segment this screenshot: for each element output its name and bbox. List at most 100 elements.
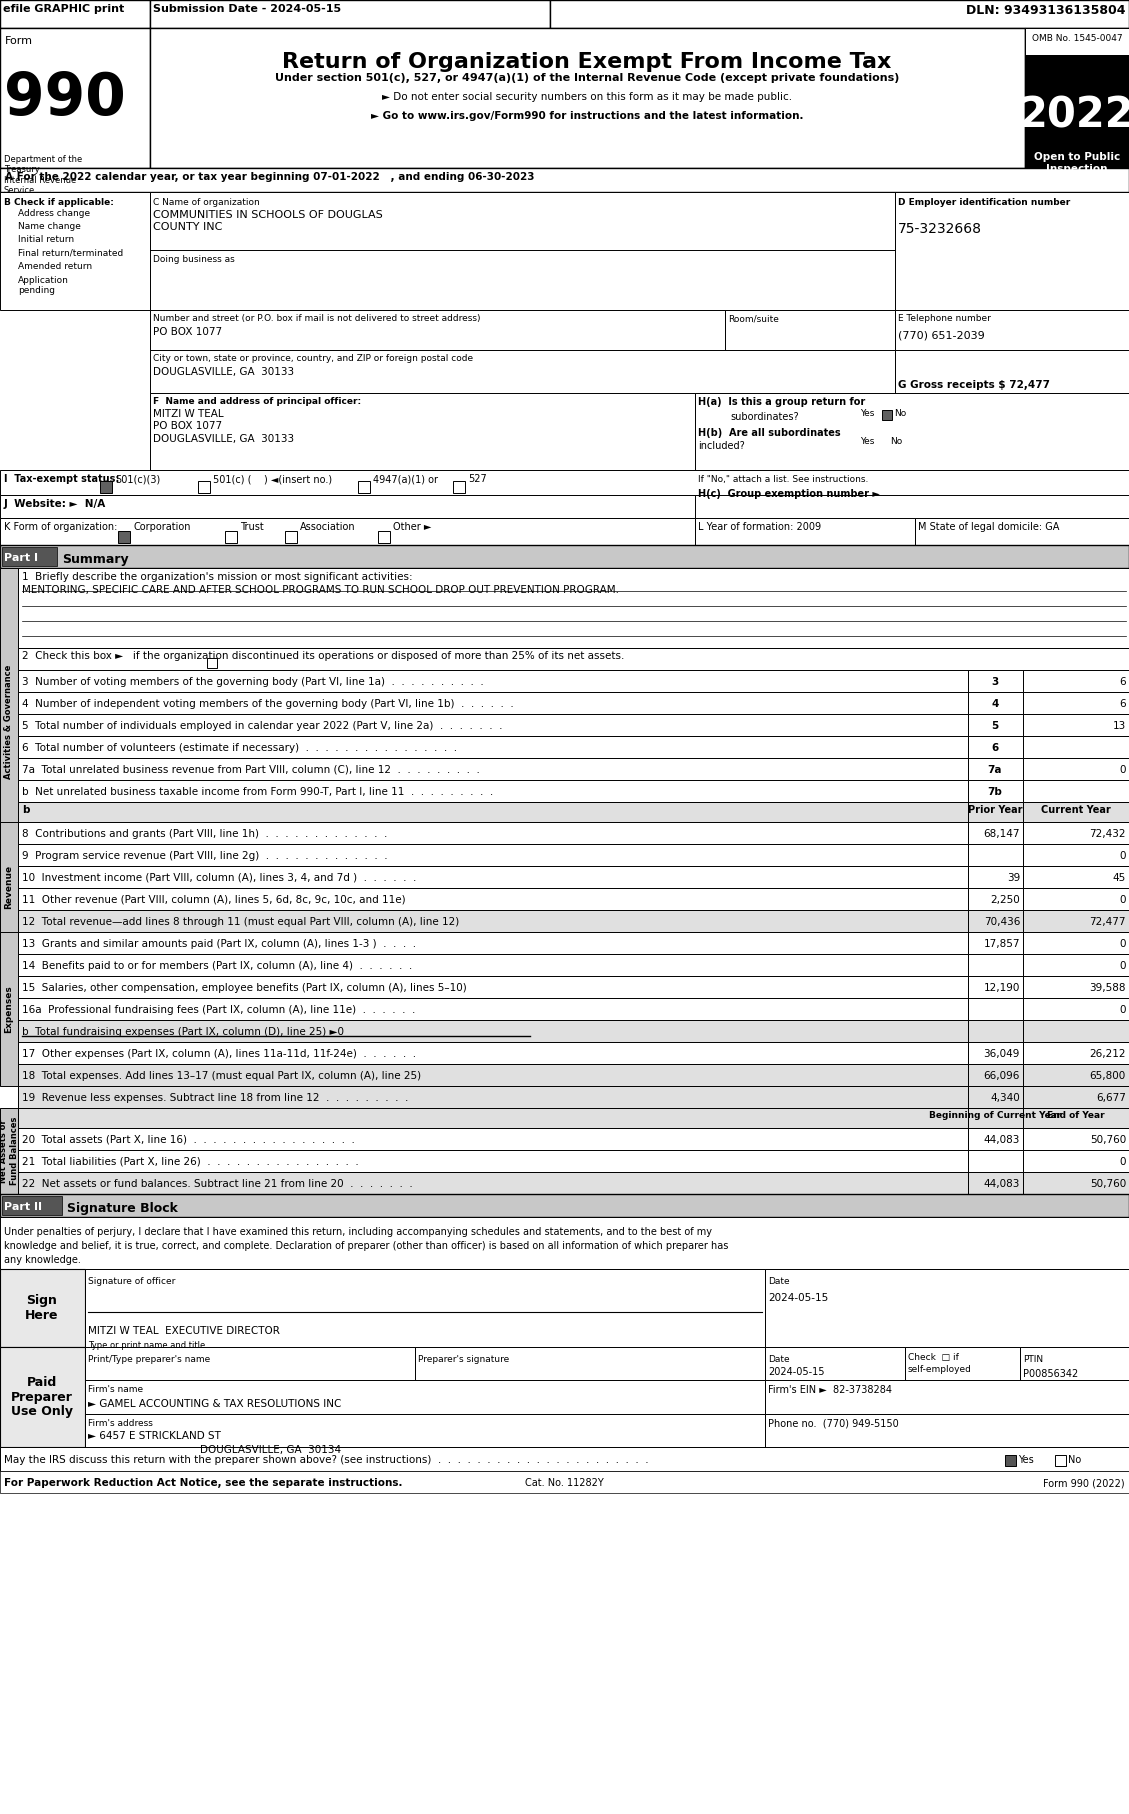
Bar (207, 658, 217, 668)
Text: 6: 6 (1119, 677, 1126, 688)
Bar (695, 470, 1129, 493)
Text: D Employer identification number: D Employer identification number (898, 198, 1070, 207)
Text: b: b (21, 805, 29, 814)
Bar (968, 758, 1023, 780)
Text: 75-3232668: 75-3232668 (898, 221, 982, 236)
Bar (1023, 669, 1129, 691)
Text: Firm's EIN ►  82-3738284: Firm's EIN ► 82-3738284 (768, 1386, 892, 1395)
Text: 12  Total revenue—add lines 8 through 11 (must equal Part VIII, column (A), line: 12 Total revenue—add lines 8 through 11 … (21, 918, 460, 927)
Text: Form: Form (5, 36, 33, 45)
Bar (150, 27, 1025, 169)
Bar (968, 1041, 1023, 1065)
Bar (968, 669, 1023, 691)
Bar (1023, 780, 1129, 802)
Text: PTIN: PTIN (1023, 1355, 1043, 1364)
Bar (225, 532, 237, 542)
Bar (0, 932, 18, 1087)
Text: Summary: Summary (62, 553, 129, 566)
Text: Print/Type preparer's name: Print/Type preparer's name (88, 1355, 210, 1364)
Text: Signature of officer: Signature of officer (88, 1277, 175, 1286)
Text: 0: 0 (1120, 766, 1126, 775)
Bar (18, 998, 968, 1019)
Bar (150, 310, 725, 350)
Text: I  Tax-exempt status:: I Tax-exempt status: (5, 473, 120, 484)
Text: MITZI W TEAL  EXECUTIVE DIRECTOR: MITZI W TEAL EXECUTIVE DIRECTOR (88, 1326, 280, 1335)
Bar (968, 1172, 1023, 1194)
Bar (968, 715, 1023, 736)
Text: 6,677: 6,677 (1096, 1094, 1126, 1103)
Bar (765, 1348, 905, 1380)
Bar (18, 954, 968, 976)
Text: 44,083: 44,083 (983, 1136, 1019, 1145)
Text: COMMUNITIES IN SCHOOLS OF DOUGLAS: COMMUNITIES IN SCHOOLS OF DOUGLAS (154, 210, 383, 219)
Bar (1023, 1150, 1129, 1172)
Text: 50,760: 50,760 (1089, 1179, 1126, 1188)
Text: 0: 0 (1120, 851, 1126, 862)
Text: DLN: 93493136135804: DLN: 93493136135804 (966, 4, 1126, 16)
Bar (914, 519, 1129, 544)
Bar (85, 1413, 765, 1448)
Bar (968, 1128, 1023, 1150)
Bar (150, 0, 550, 27)
Text: 4,340: 4,340 (990, 1094, 1019, 1103)
Text: Part I: Part I (5, 553, 38, 562)
Text: Doing business as: Doing business as (154, 256, 235, 265)
Bar (968, 1087, 1023, 1108)
Bar (0, 0, 1129, 27)
Text: 9  Program service revenue (Part VIII, line 2g)  .  .  .  .  .  .  .  .  .  .  .: 9 Program service revenue (Part VIII, li… (21, 851, 387, 862)
Text: May the IRS discuss this return with the preparer shown above? (see instructions: May the IRS discuss this return with the… (5, 1455, 649, 1466)
Text: 10  Investment income (Part VIII, column (A), lines 3, 4, and 7d )  .  .  .  .  : 10 Investment income (Part VIII, column … (21, 873, 417, 883)
Text: Firm's name: Firm's name (88, 1386, 143, 1393)
Bar (0, 1448, 1129, 1471)
Bar (1023, 758, 1129, 780)
Text: 68,147: 68,147 (983, 829, 1019, 840)
Text: Type or print name and title: Type or print name and title (88, 1341, 205, 1350)
Bar (1023, 844, 1129, 865)
Text: COUNTY INC: COUNTY INC (154, 221, 222, 232)
Bar (550, 0, 1129, 27)
Text: Firm's address: Firm's address (88, 1419, 152, 1428)
Text: End of Year: End of Year (1048, 1110, 1105, 1119)
Bar (18, 1108, 968, 1128)
Bar (0, 568, 18, 876)
Text: Trust: Trust (240, 522, 264, 532)
Text: 65,800: 65,800 (1089, 1070, 1126, 1081)
Bar (150, 192, 895, 310)
Bar (18, 932, 968, 954)
Bar (18, 1128, 968, 1150)
Bar (968, 889, 1023, 911)
Bar (0, 0, 150, 27)
Text: 2024-05-15: 2024-05-15 (768, 1293, 829, 1302)
Text: (770) 651-2039: (770) 651-2039 (898, 330, 984, 339)
Bar (1023, 691, 1129, 715)
Bar (85, 1380, 765, 1413)
Text: 0: 0 (1120, 1157, 1126, 1166)
Bar (895, 350, 1129, 394)
Text: G Gross receipts $ 72,477: G Gross receipts $ 72,477 (898, 379, 1050, 390)
Text: 7a: 7a (988, 766, 1003, 775)
Bar (1023, 802, 1129, 822)
Text: A For the 2022 calendar year, or tax year beginning 07-01-2022   , and ending 06: A For the 2022 calendar year, or tax yea… (5, 172, 534, 181)
Text: 17,857: 17,857 (983, 940, 1019, 949)
Text: K Form of organization:: K Form of organization: (5, 522, 117, 532)
Bar (1023, 736, 1129, 758)
Text: Open to Public
Inspection: Open to Public Inspection (1034, 152, 1120, 174)
Bar (18, 780, 968, 802)
Bar (18, 865, 968, 889)
Bar (415, 1348, 765, 1380)
Text: knowledge and belief, it is true, correct, and complete. Declaration of preparer: knowledge and belief, it is true, correc… (5, 1241, 728, 1252)
Bar (18, 1019, 968, 1041)
Bar (1023, 1172, 1129, 1194)
Bar (0, 470, 1129, 495)
Bar (18, 1087, 968, 1108)
Bar (968, 1108, 1023, 1128)
Text: 2024-05-15: 2024-05-15 (768, 1368, 824, 1377)
Text: DOUGLASVILLE, GA  30133: DOUGLASVILLE, GA 30133 (154, 434, 295, 444)
Bar (905, 1348, 1019, 1380)
Bar (1023, 998, 1129, 1019)
Bar (968, 802, 1023, 822)
Bar (18, 669, 968, 691)
Text: Return of Organization Exempt From Income Tax: Return of Organization Exempt From Incom… (282, 53, 892, 73)
Text: 3  Number of voting members of the governing body (Part VI, line 1a)  .  .  .  .: 3 Number of voting members of the govern… (21, 677, 483, 688)
Text: 22  Net assets or fund balances. Subtract line 21 from line 20  .  .  .  .  .  .: 22 Net assets or fund balances. Subtract… (21, 1179, 413, 1188)
